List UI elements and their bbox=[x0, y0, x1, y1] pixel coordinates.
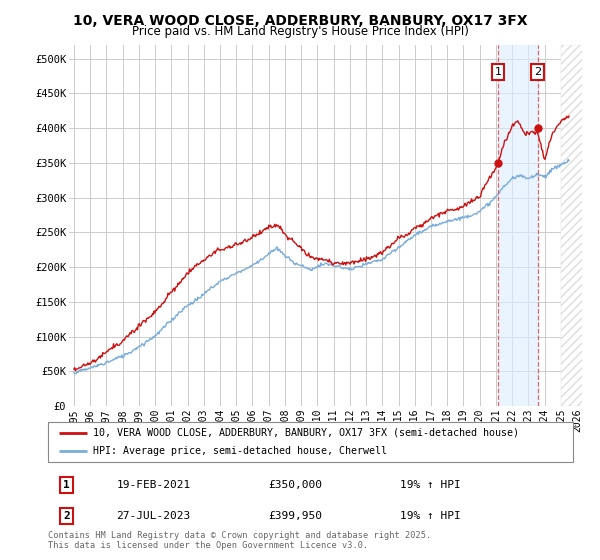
Text: 19% ↑ HPI: 19% ↑ HPI bbox=[400, 480, 461, 490]
Bar bbox=[561, 45, 598, 406]
Text: HPI: Average price, semi-detached house, Cherwell: HPI: Average price, semi-detached house,… bbox=[92, 446, 386, 456]
Text: 2: 2 bbox=[63, 511, 70, 521]
Text: 19-FEB-2021: 19-FEB-2021 bbox=[116, 480, 191, 490]
Bar bbox=[561, 45, 598, 406]
Text: 27-JUL-2023: 27-JUL-2023 bbox=[116, 511, 191, 521]
Text: Price paid vs. HM Land Registry's House Price Index (HPI): Price paid vs. HM Land Registry's House … bbox=[131, 25, 469, 38]
Text: Contains HM Land Registry data © Crown copyright and database right 2025.
This d: Contains HM Land Registry data © Crown c… bbox=[48, 530, 431, 550]
Text: 1: 1 bbox=[494, 67, 502, 77]
Text: £399,950: £399,950 bbox=[269, 511, 323, 521]
Text: 10, VERA WOOD CLOSE, ADDERBURY, BANBURY, OX17 3FX: 10, VERA WOOD CLOSE, ADDERBURY, BANBURY,… bbox=[73, 14, 527, 28]
Bar bbox=[498, 45, 538, 406]
Text: 1: 1 bbox=[63, 480, 70, 490]
Text: 2: 2 bbox=[534, 67, 541, 77]
Text: 10, VERA WOOD CLOSE, ADDERBURY, BANBURY, OX17 3FX (semi-detached house): 10, VERA WOOD CLOSE, ADDERBURY, BANBURY,… bbox=[92, 428, 518, 437]
Text: £350,000: £350,000 bbox=[269, 480, 323, 490]
FancyBboxPatch shape bbox=[48, 422, 573, 462]
Text: 19% ↑ HPI: 19% ↑ HPI bbox=[400, 511, 461, 521]
